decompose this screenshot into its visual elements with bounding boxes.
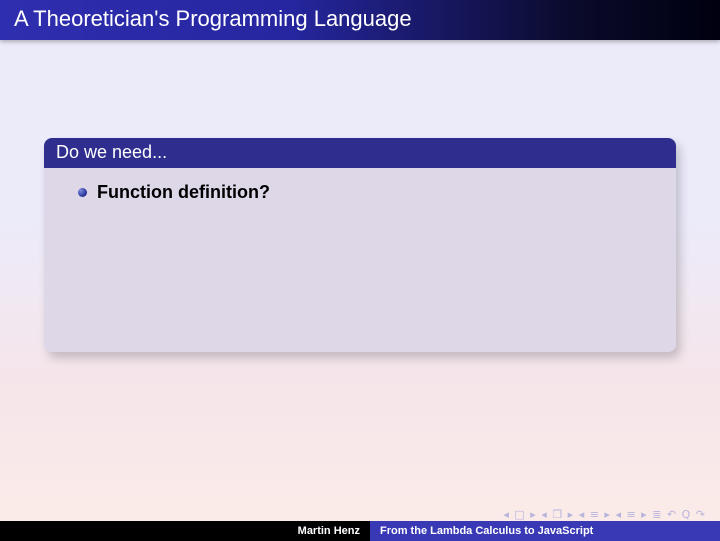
- slide-title-bar: A Theoretician's Programming Language: [0, 0, 720, 40]
- bullet-icon: [78, 188, 87, 197]
- block-body: Function definition?: [44, 168, 676, 352]
- footer-talk: From the Lambda Calculus to JavaScript: [370, 521, 720, 541]
- nav-controls[interactable]: ◂ □ ▸ ◂ ❐ ▸ ◂ ≡ ▸ ◂ ≡ ▸ ≣ ↶ Q ↷: [503, 508, 706, 521]
- block-title: Do we need...: [44, 138, 676, 168]
- slide-title: A Theoretician's Programming Language: [14, 6, 412, 31]
- footer: Martin Henz From the Lambda Calculus to …: [0, 521, 720, 541]
- nav-symbols[interactable]: ◂ □ ▸ ◂ ❐ ▸ ◂ ≡ ▸ ◂ ≡ ▸ ≣ ↶ Q ↷: [503, 508, 706, 521]
- content-block: Do we need... Function definition?: [44, 138, 676, 352]
- footer-author: Martin Henz: [0, 521, 370, 541]
- slide: A Theoretician's Programming Language Do…: [0, 0, 720, 541]
- list-item-text: Function definition?: [97, 182, 270, 203]
- list-item: Function definition?: [78, 182, 664, 203]
